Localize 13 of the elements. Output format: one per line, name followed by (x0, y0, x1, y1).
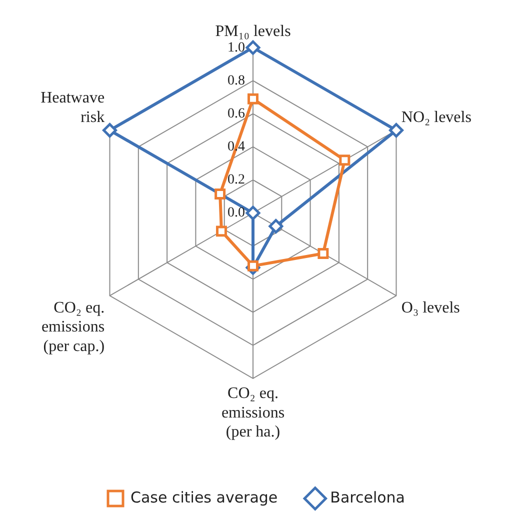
legend-label: Barcelona (330, 488, 406, 506)
spoke-label: CO₂ eq. emissions (per ha.) (221, 385, 285, 441)
spoke-label: Heatwave risk (40, 90, 105, 126)
y-tick-label: 0.0 (228, 206, 245, 221)
spoke-label: PM₁₀ levels (215, 23, 291, 40)
y-tick-label: 0.8 (228, 73, 245, 88)
y-tick-label: 1.0 (228, 40, 245, 56)
legend-label: Case cities average (130, 488, 278, 506)
y-tick-label: 0.6 (228, 106, 245, 122)
spoke-label: NO₂ levels (401, 108, 472, 126)
y-tick-label: 0.2 (228, 172, 245, 188)
spoke-label: CO₂ eq. emissions (per cap.) (41, 300, 105, 355)
spoke-label: O₃ levels (401, 300, 460, 317)
